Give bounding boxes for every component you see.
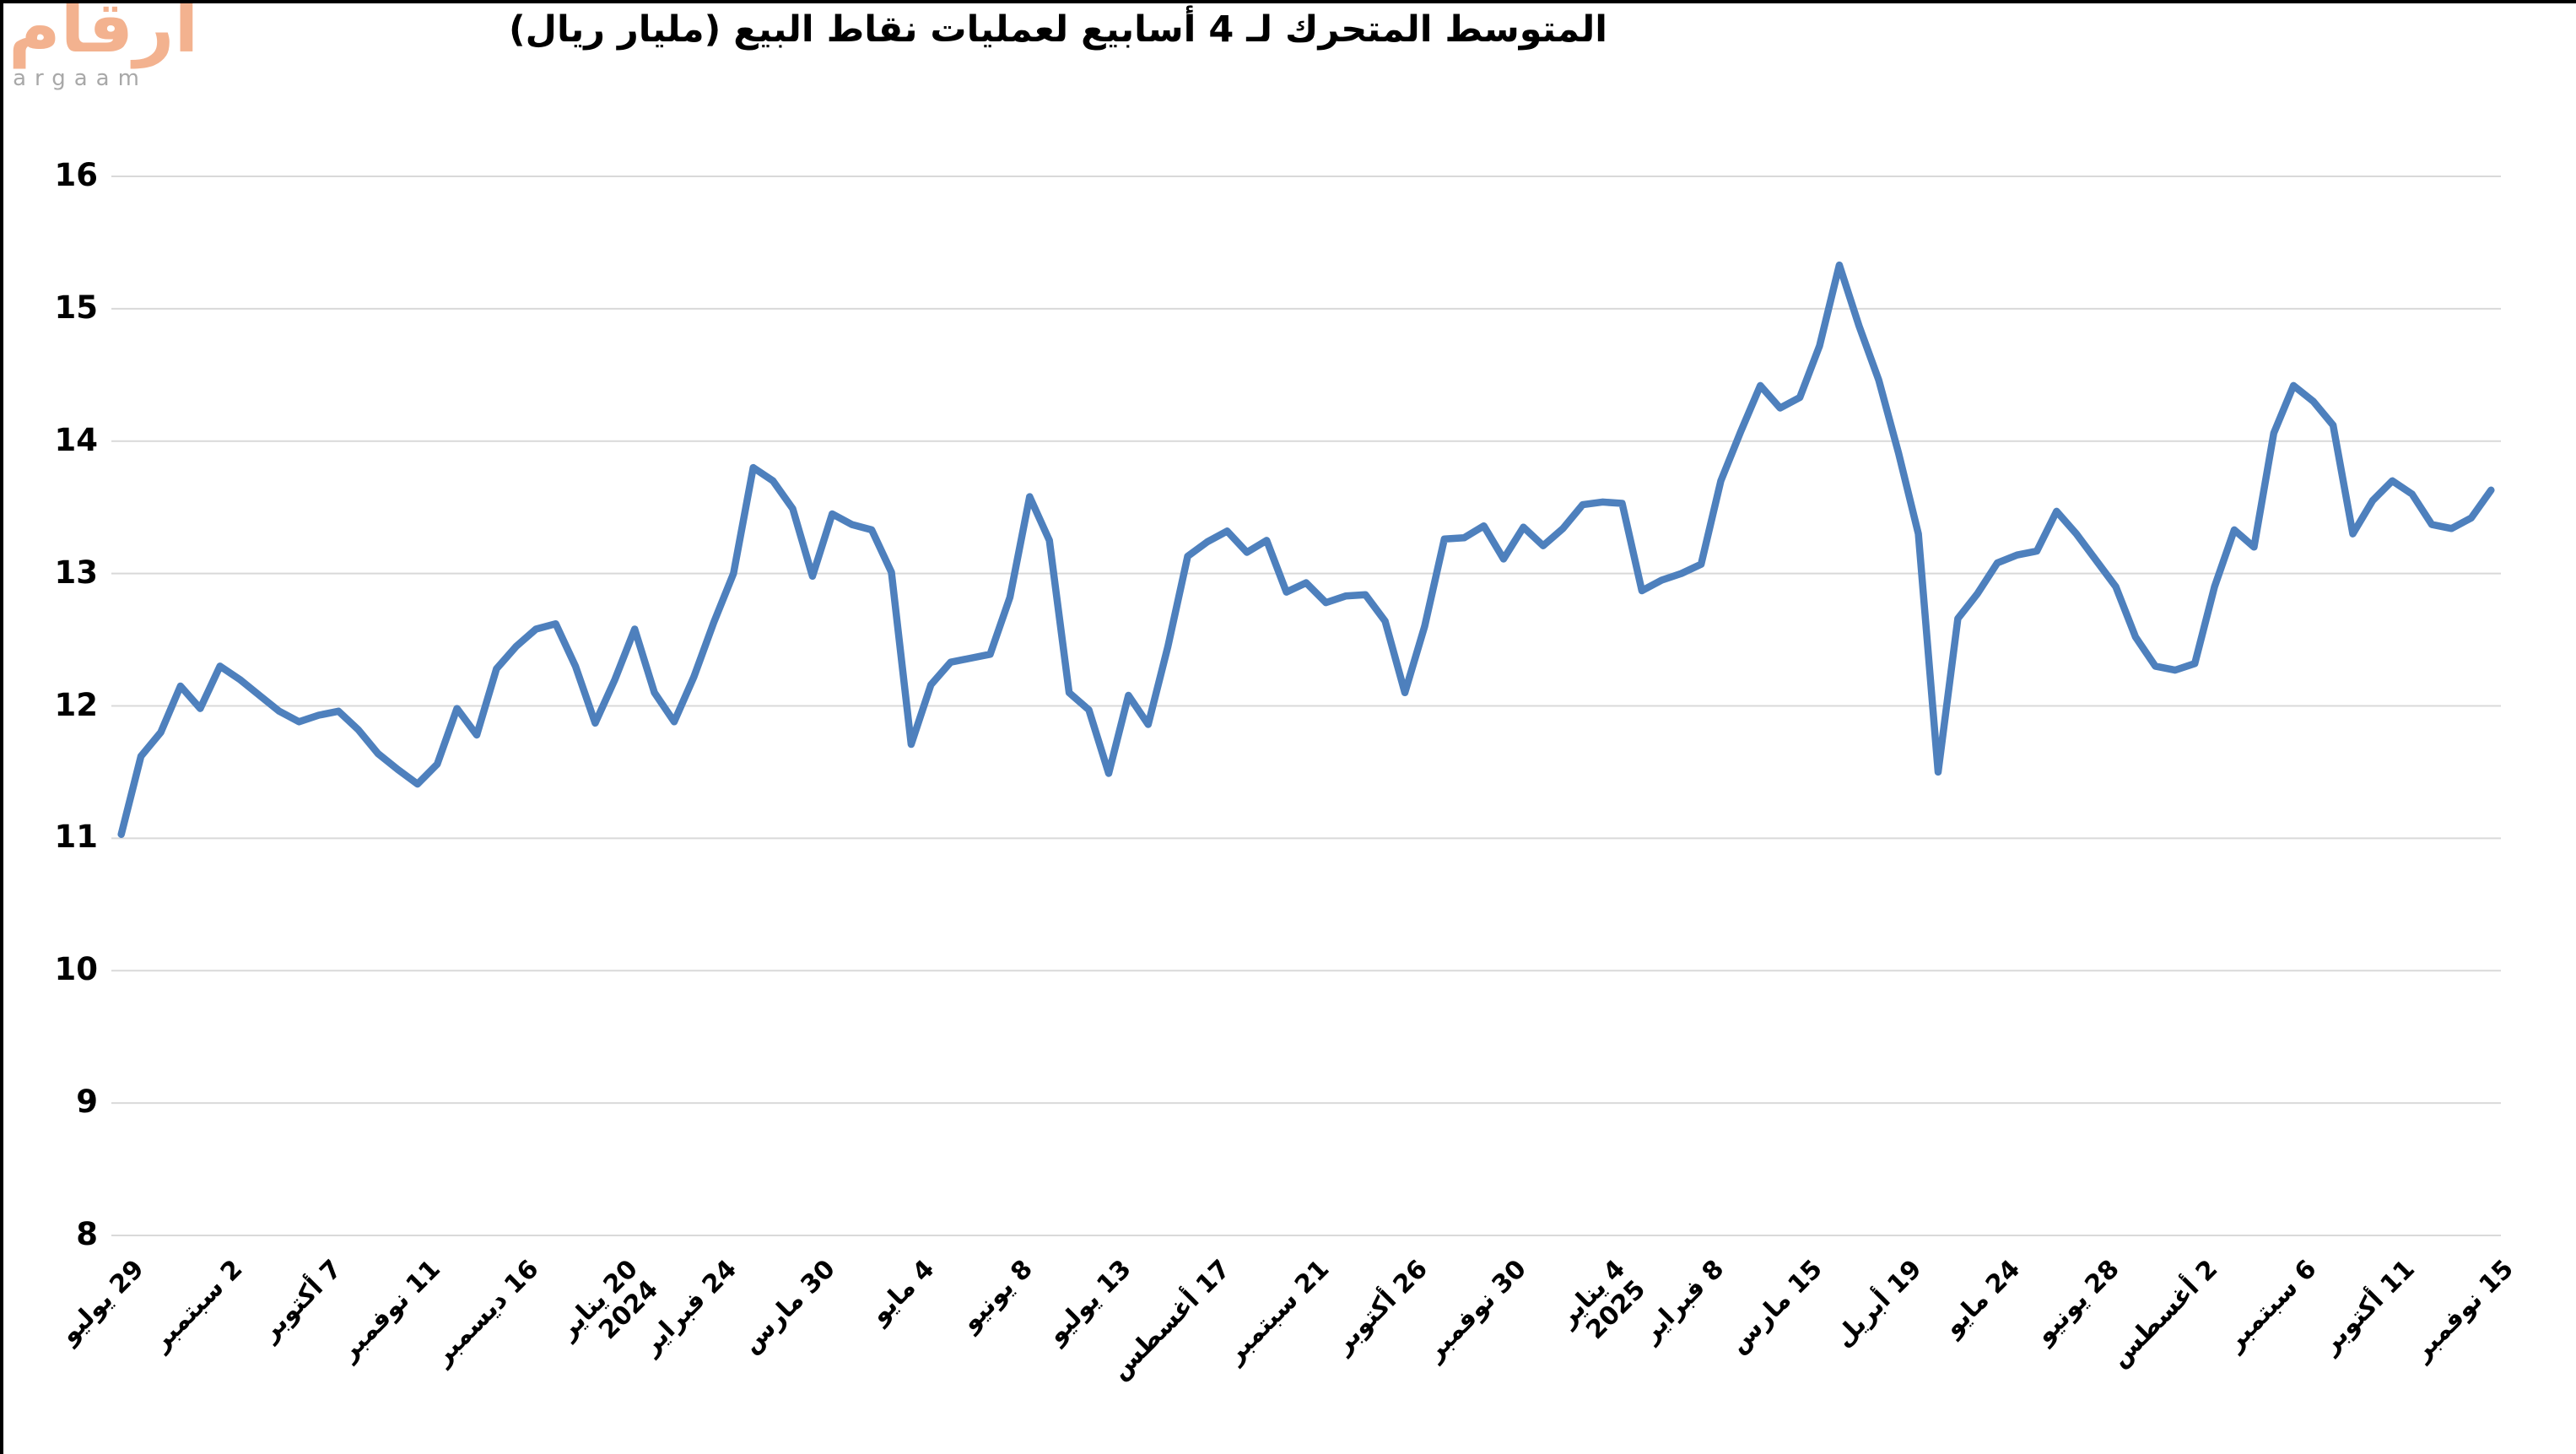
- y-axis-tick-label: 10: [54, 951, 99, 988]
- chart-title: المتوسط المتحرك لـ 4 أسابيع لعمليات نقاط…: [509, 8, 1607, 51]
- y-axis-tick-label: 13: [54, 554, 99, 591]
- moving-average-line: [117, 261, 2495, 838]
- y-axis-tick-label: 8: [76, 1216, 98, 1252]
- y-axis-tick-label: 11: [54, 819, 99, 856]
- chart-plot-area: [111, 176, 2501, 1236]
- y-axis-tick-label: 15: [54, 289, 99, 326]
- y-axis-tick-label: 16: [54, 157, 99, 193]
- y-axis-tick-label: 14: [54, 421, 99, 458]
- y-axis-tick-label: 12: [54, 686, 99, 723]
- argaam-logo-latin: argaam: [13, 66, 148, 91]
- y-axis-tick-label: 9: [76, 1084, 98, 1121]
